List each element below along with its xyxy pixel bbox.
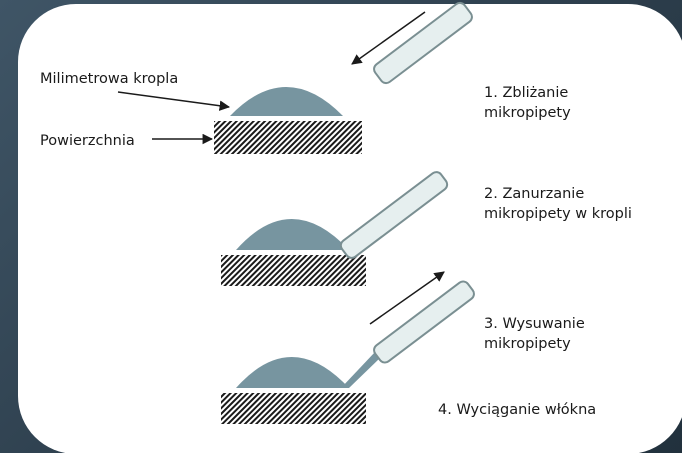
drop-3 — [236, 357, 349, 388]
step-2-subtitle: mikropipety w kropli — [484, 206, 632, 222]
drop-pointer-arrow — [117, 91, 231, 111]
step-1-title: 1. Zbliżanie — [484, 85, 568, 101]
surface-label: Powierzchnia — [40, 133, 135, 149]
approach-arrow — [351, 11, 426, 65]
drop-1 — [230, 87, 343, 116]
drop-label: Milimetrowa kropla — [40, 71, 178, 87]
pipette-2 — [339, 171, 449, 259]
fiber-strand — [341, 352, 380, 388]
surface-3 — [221, 393, 366, 424]
step-1-subtitle: mikropipety — [484, 105, 571, 121]
surface-1 — [214, 121, 362, 154]
pipette-3 — [373, 280, 475, 364]
step-3-title: 3. Wysuwanie — [484, 316, 585, 332]
drop-2 — [236, 219, 349, 250]
pipette-1 — [373, 1, 473, 85]
step-2-group — [221, 171, 449, 286]
withdraw-arrow — [369, 271, 445, 325]
surface-2 — [221, 255, 366, 286]
diagram-panel — [18, 4, 682, 453]
step-1-group — [117, 1, 473, 154]
step-2-title: 2. Zanurzanie — [484, 186, 584, 202]
step-3-group — [221, 271, 475, 424]
step-3-subtitle: mikropipety — [484, 336, 571, 352]
step-4-title: 4. Wyciąganie włókna — [438, 402, 596, 418]
